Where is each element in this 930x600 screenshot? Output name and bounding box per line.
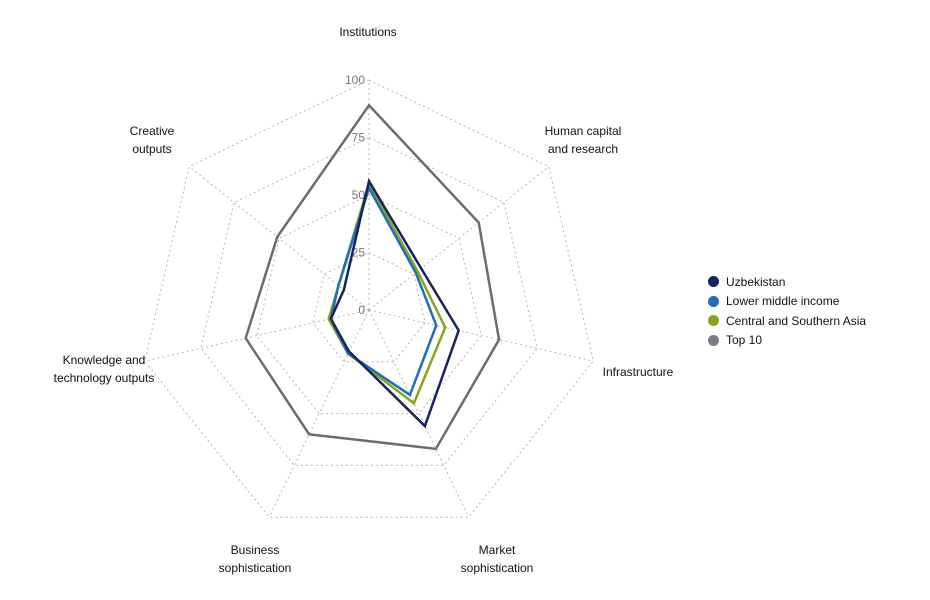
axis-label-infrastructure: Infrastructure <box>602 365 674 379</box>
tick-label: 25 <box>352 246 366 260</box>
legend-label: Central and Southern Asia <box>726 313 867 328</box>
axis-label-market-sophistication: Market sophistication <box>460 543 534 575</box>
legend-item-uzbekistan[interactable]: Uzbekistan <box>708 272 866 292</box>
series-lower-middle-income <box>329 184 438 397</box>
grid-ring-25 <box>312 251 426 363</box>
legend-marker <box>708 334 719 346</box>
legend-marker <box>708 295 719 307</box>
legend-label: Top 10 <box>726 333 763 348</box>
tick-label: 100 <box>345 73 365 87</box>
legend-item-lower-middle-income[interactable]: Lower middle income <box>708 292 866 312</box>
axis-label-knowledge-technology: Knowledge and technology outputs <box>53 353 155 385</box>
series-uzbekistan <box>329 177 461 429</box>
axis-spoke <box>188 166 370 311</box>
grid-ring-50 <box>256 194 482 415</box>
axis-spoke <box>368 309 470 518</box>
series-top-10 <box>244 103 501 451</box>
tick-label: 75 <box>352 131 366 145</box>
axis-label-creative-outputs: Creative outputs <box>129 124 175 156</box>
legend-label: Uzbekistan <box>726 274 786 289</box>
tick-label: 50 <box>352 188 366 202</box>
legend-label: Lower middle income <box>726 294 840 309</box>
series-central-and-southern-asia <box>327 180 447 406</box>
tick-label: 0 <box>358 303 365 317</box>
axis-label-human-capital: Human capital and research <box>544 124 622 156</box>
axis-spoke <box>368 166 550 311</box>
axis-label-institutions: Institutions <box>339 25 397 39</box>
axis-spoke <box>144 309 370 362</box>
legend-marker <box>708 315 719 327</box>
axis-spoke <box>268 309 370 518</box>
legend-item-top-10[interactable]: Top 10 <box>708 331 866 351</box>
legend-marker <box>708 276 719 288</box>
legend: Uzbekistan Lower middle income Central a… <box>708 272 866 350</box>
legend-item-central-southern-asia[interactable]: Central and Southern Asia <box>708 311 866 331</box>
axis-spoke <box>368 309 594 362</box>
axis-label-business-sophistication: Business sophistication <box>218 543 292 575</box>
